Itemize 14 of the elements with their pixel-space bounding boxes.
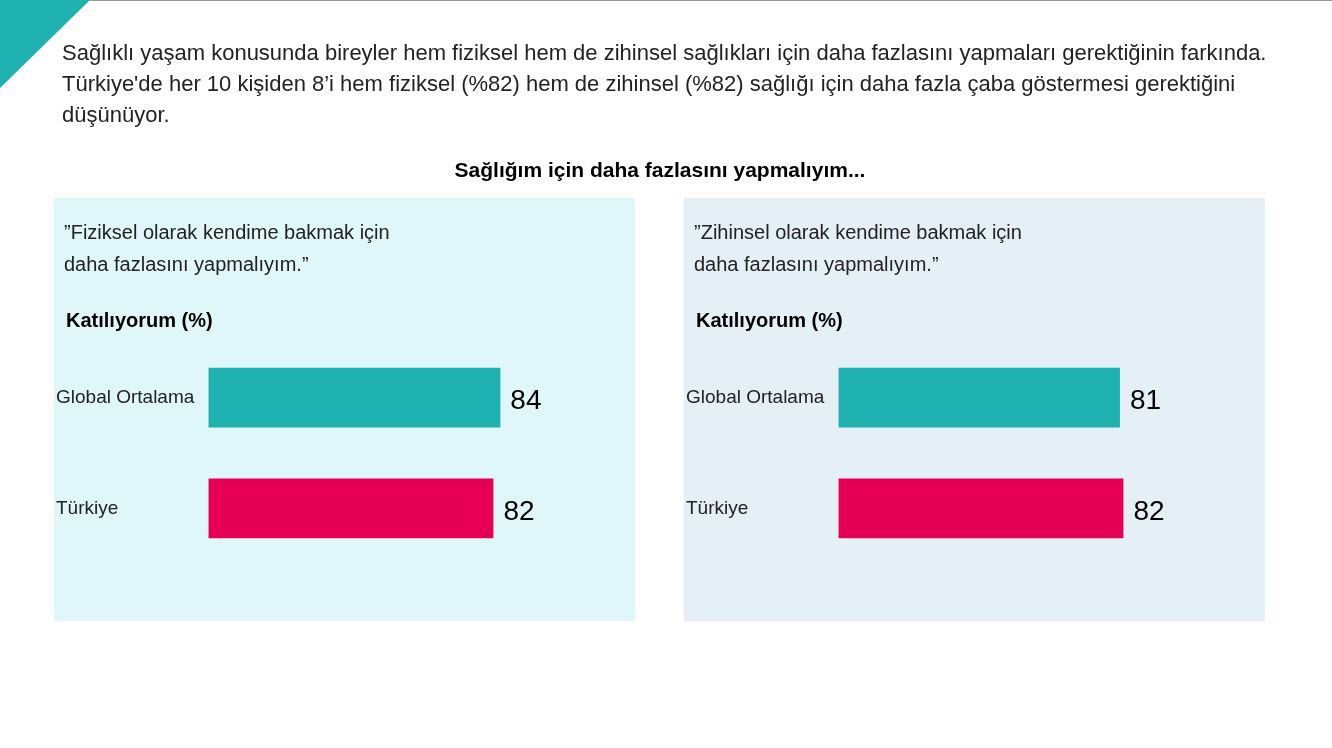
y-tick-label: Global Ortalama [686,385,825,407]
y-tick-label: Türkiye [56,496,119,518]
chart-title: ”Zihinsel olarak kendime bakmak için daha fazlasını yapmalıyım.” [694,220,1023,277]
y-tick-label: Türkiye [686,496,749,518]
text: Sağlığım için daha fazlasını yapmalıyım... [453,158,867,182]
data-label: 81 [1129,384,1162,416]
data-label: 82 [503,495,535,527]
data-label: 82 [1133,495,1165,527]
data-label: 84 [510,384,542,416]
text: Sağlıklı yaşam konusunda bireyler hem fiziksel hem de zihinsel sağlıkları için daha fazlasını yapmaları gerektiğinin farkında. Türkiye'de her 10 kişiden 8’i hem fiziksel (%82) hem de zihinsel (%82) sağlığı için daha fazla çaba göstermesi gerektiğini düşünüyor. [62,39,1268,129]
x-axis-title: Katılıyorum (%) [66,309,213,332]
chart-title: ”Fiziksel olarak kendime bakmak için daha fazlasını yapmalıyım.” [64,220,391,277]
y-tick-label: Global Ortalama [56,385,195,407]
x-axis-title: Katılıyorum (%) [696,309,843,332]
